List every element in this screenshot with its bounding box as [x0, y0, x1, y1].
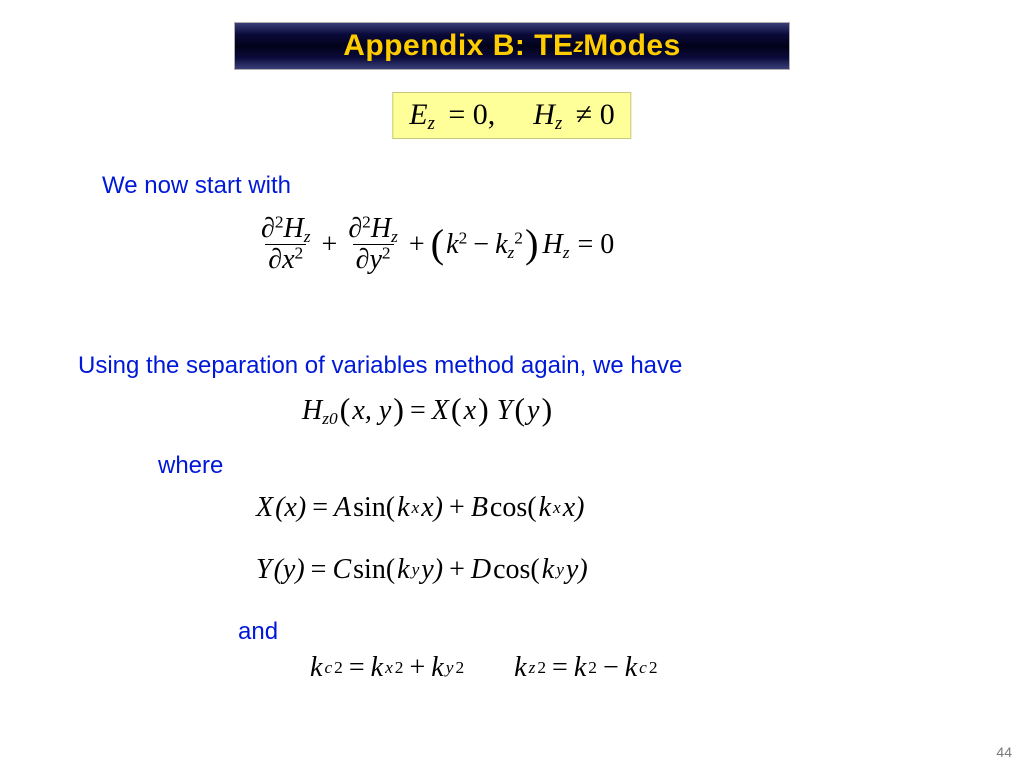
eq-y-of-y: Y(y) = C sin(kyy) + D cos(kyy) — [256, 554, 588, 586]
title-post: Modes — [583, 29, 681, 63]
slide-title: Appendix B: TEz Modes — [234, 22, 790, 70]
eq-separation: Hz0 (x, y) = X (x) Y (y) — [302, 392, 552, 429]
page-number: 44 — [996, 744, 1012, 760]
minus-op: − — [469, 229, 493, 261]
note-start-with: We now start with — [102, 172, 291, 200]
ez-rhs: = 0, — [442, 98, 503, 131]
kz-term: kz2 — [495, 229, 523, 261]
note-and: and — [238, 618, 278, 646]
plus-2: + — [405, 229, 429, 261]
hz-rhs: ≠ 0 — [570, 98, 615, 131]
eq-x-of-x: X(x) = A sin(kxx) + B cos(kxx) — [256, 492, 585, 524]
eq-helmholtz: ∂2Hz ∂x2 + ∂2Hz ∂y2 + ( k2 − kz2 ) Hz = … — [256, 215, 618, 274]
hz-sub: z — [555, 113, 562, 134]
title-pre: Appendix B: TE — [343, 29, 573, 63]
mode-definition-box: Ez = 0, Hz ≠ 0 — [392, 92, 631, 139]
rparen-big: ) — [525, 220, 539, 267]
slide: Appendix B: TEz Modes Ez = 0, Hz ≠ 0 We … — [0, 0, 1024, 768]
frac-d2hdy2: ∂2Hz ∂y2 — [345, 215, 401, 274]
ez-var: E — [409, 98, 427, 131]
hz-tail: Hz — [541, 229, 570, 261]
plus-1: + — [318, 229, 342, 261]
eq-zero: = 0 — [572, 229, 619, 261]
frac-d2hdx2: ∂2Hz ∂x2 — [258, 215, 314, 274]
note-where: where — [158, 452, 223, 480]
lparen-big: ( — [431, 220, 445, 267]
note-separation: Using the separation of variables method… — [78, 352, 682, 380]
hz0: Hz0 — [302, 395, 338, 427]
k-term: k2 — [446, 229, 467, 261]
eq-wavenumber-relations: kc2 = kx2 + ky2 kz2 = k2 − kc2 — [310, 652, 658, 684]
hz-var: H — [533, 98, 555, 131]
ez-sub: z — [428, 113, 435, 134]
